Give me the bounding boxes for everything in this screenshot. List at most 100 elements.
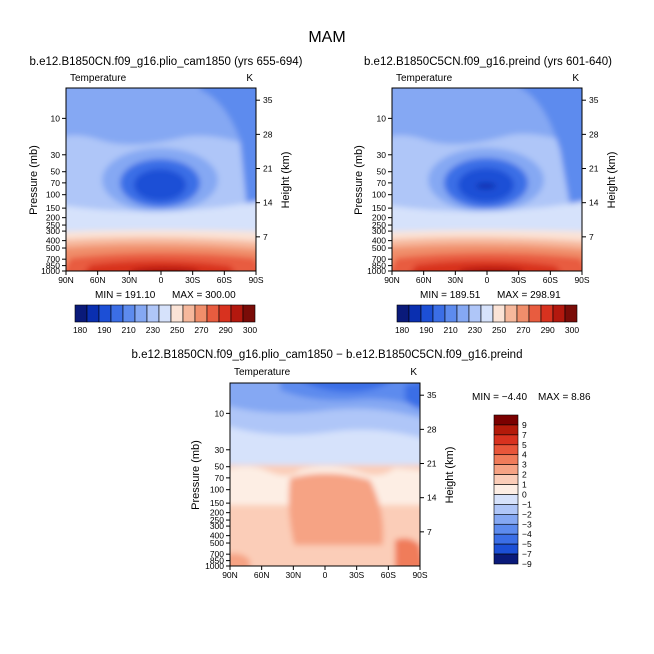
- panel-2-title: b.e12.B1850C5CN.f09_g16.preind (yrs 601-…: [364, 56, 612, 68]
- colorbar-label: −3: [522, 519, 532, 529]
- x-tick-label: 60N: [254, 570, 270, 580]
- y2-tick-label: 28: [427, 424, 437, 434]
- panel-2-xaxis: 90N 60N 30N 0 30S 60S 90S: [384, 271, 590, 285]
- colorbar-swatch: [493, 523, 519, 535]
- colorbar-swatch: [480, 304, 494, 323]
- colorbar-label: 9: [522, 420, 527, 430]
- y-tick-label: 30: [51, 150, 61, 160]
- panel-1-subtitle: Temperature: [70, 73, 127, 84]
- y-tick-label: 300: [210, 521, 224, 531]
- y-tick-label: 850: [372, 261, 386, 271]
- y-tick-label: 700: [210, 549, 224, 559]
- x-tick-label: 30S: [349, 570, 364, 580]
- y-tick-label: 70: [215, 473, 225, 483]
- panel-1-field: [66, 88, 256, 271]
- colorbar-label: −2: [522, 509, 532, 519]
- panel-1-title: b.e12.B1850CN.f09_g16.plio_cam1850 (yrs …: [30, 56, 303, 68]
- colorbar-label: 210: [443, 325, 457, 335]
- colorbar-label: 180: [73, 325, 87, 335]
- x-tick-label: 30N: [286, 570, 302, 580]
- x-tick-label: 90S: [248, 275, 263, 285]
- x-tick-label: 0: [485, 275, 490, 285]
- y2-tick-label: 28: [263, 129, 273, 139]
- colorbar-swatch: [504, 304, 518, 323]
- y-tick-label: 700: [372, 254, 386, 264]
- colorbar-swatch: [230, 304, 244, 323]
- y2-tick-label: 21: [589, 164, 599, 174]
- y-tick-label: 150: [46, 203, 60, 213]
- panel-2-ylabel: Pressure (mb): [353, 145, 365, 215]
- y-tick-label: 500: [46, 243, 60, 253]
- colorbar-label: 270: [516, 325, 530, 335]
- colorbar-swatch: [110, 304, 124, 323]
- y-tick-label: 10: [377, 113, 387, 123]
- panel-2-subtitle: Temperature: [396, 73, 453, 84]
- x-tick-label: 60N: [90, 275, 106, 285]
- colorbar-swatch: [74, 304, 88, 323]
- y-tick-label: 700: [46, 254, 60, 264]
- colorbar-swatch: [182, 304, 196, 323]
- panel-3-y2label: Height (km): [444, 447, 456, 504]
- panel-2-y2axis: 35 28 21 14 7: [582, 95, 599, 242]
- y2-tick-label: 35: [427, 390, 437, 400]
- colorbar-swatch: [456, 304, 470, 323]
- colorbar-label: 290: [541, 325, 555, 335]
- colorbar-label: 190: [97, 325, 111, 335]
- y-tick-label: 100: [210, 485, 224, 495]
- panel-1-ylabel: Pressure (mb): [28, 145, 40, 215]
- panel-1-xaxis: 90N 60N 30N 0 30S 60S 90S: [58, 271, 264, 285]
- panel-2-field: [392, 88, 582, 271]
- colorbar-label: 180: [395, 325, 409, 335]
- panel-1-max-label: MAX = 300.00: [172, 290, 236, 301]
- y-tick-label: 850: [46, 261, 60, 271]
- colorbar-swatch: [540, 304, 554, 323]
- colorbar-swatch: [122, 304, 136, 323]
- panel-3-field: [230, 383, 420, 566]
- y-tick-label: 400: [46, 236, 60, 246]
- colorbar-label: −4: [522, 529, 532, 539]
- y2-tick-label: 14: [427, 493, 437, 503]
- y-tick-label: 1000: [205, 561, 224, 571]
- panel-1: b.e12.B1850CN.f09_g16.plio_cam1850 (yrs …: [28, 56, 303, 335]
- y2-tick-label: 35: [263, 95, 273, 105]
- x-tick-label: 30N: [448, 275, 464, 285]
- colorbar-swatch: [170, 304, 184, 323]
- figure-title: MAM: [308, 29, 345, 46]
- colorbar-swatch: [493, 424, 519, 436]
- panel-2-units: K: [572, 73, 579, 84]
- y-tick-label: 50: [377, 167, 387, 177]
- y2-tick-label: 14: [263, 198, 273, 208]
- colorbar-swatch: [493, 504, 519, 515]
- colorbar-swatch: [528, 304, 542, 323]
- colorbar-swatch: [218, 304, 232, 323]
- colorbar-swatch: [158, 304, 172, 323]
- y-tick-label: 250: [210, 515, 224, 525]
- colorbar-swatch: [493, 543, 519, 555]
- colorbar-label: 1: [522, 480, 527, 490]
- y2-tick-label: 21: [427, 459, 437, 469]
- colorbar-swatch: [493, 533, 519, 545]
- x-tick-label: 30S: [185, 275, 200, 285]
- colorbar-label: 3: [522, 460, 527, 470]
- panel-1-colorbar: 180 190 210 230 250 270 290 300: [73, 304, 257, 335]
- y-tick-label: 150: [210, 498, 224, 508]
- colorbar-swatch: [564, 304, 578, 323]
- panel-2-colorbar: 180 190 210 230 250 270 290 300: [395, 304, 579, 335]
- y-tick-label: 50: [51, 167, 61, 177]
- panel-3-y2axis: 35 28 21 14 7: [420, 390, 437, 537]
- colorbar-swatch: [493, 494, 519, 505]
- y-tick-label: 200: [46, 213, 60, 223]
- colorbar-label: −7: [522, 549, 532, 559]
- panel-1-y2axis: 35 28 21 14 7: [256, 95, 273, 242]
- y-tick-label: 200: [372, 213, 386, 223]
- x-tick-label: 0: [323, 570, 328, 580]
- panel-2-min-label: MIN = 189.51: [420, 290, 481, 301]
- y-tick-label: 400: [210, 531, 224, 541]
- colorbar-label: 7: [522, 430, 527, 440]
- colorbar-swatch: [432, 304, 446, 323]
- y-tick-label: 70: [51, 178, 61, 188]
- colorbar-swatch: [493, 414, 519, 426]
